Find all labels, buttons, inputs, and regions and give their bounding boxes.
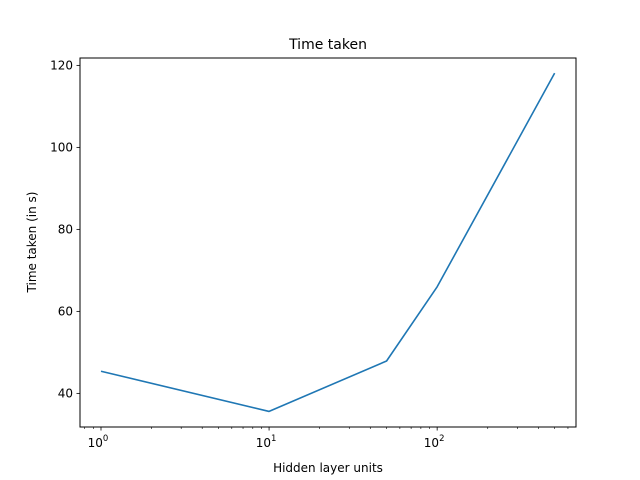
y-tick-label: 80 xyxy=(58,222,73,236)
x-axis-label: Hidden layer units xyxy=(273,461,383,475)
y-tick-label: 40 xyxy=(58,386,73,400)
y-tick-label: 100 xyxy=(50,140,73,154)
chart-title: Time taken xyxy=(288,37,367,53)
y-tick-label: 60 xyxy=(58,304,73,318)
plot-frame xyxy=(79,57,577,428)
series-layer xyxy=(100,72,556,413)
y-tick-label: 120 xyxy=(50,58,73,72)
x-axis: 100 101 102 xyxy=(84,427,569,450)
series-line xyxy=(100,72,556,413)
x-tick-label: 102 xyxy=(424,434,445,450)
y-axis-label: Time taken (in s) xyxy=(25,192,39,294)
x-tick-label: 101 xyxy=(256,434,277,450)
x-tick-label: 100 xyxy=(88,434,109,450)
y-axis: 40 60 80 100 120 xyxy=(50,58,80,400)
